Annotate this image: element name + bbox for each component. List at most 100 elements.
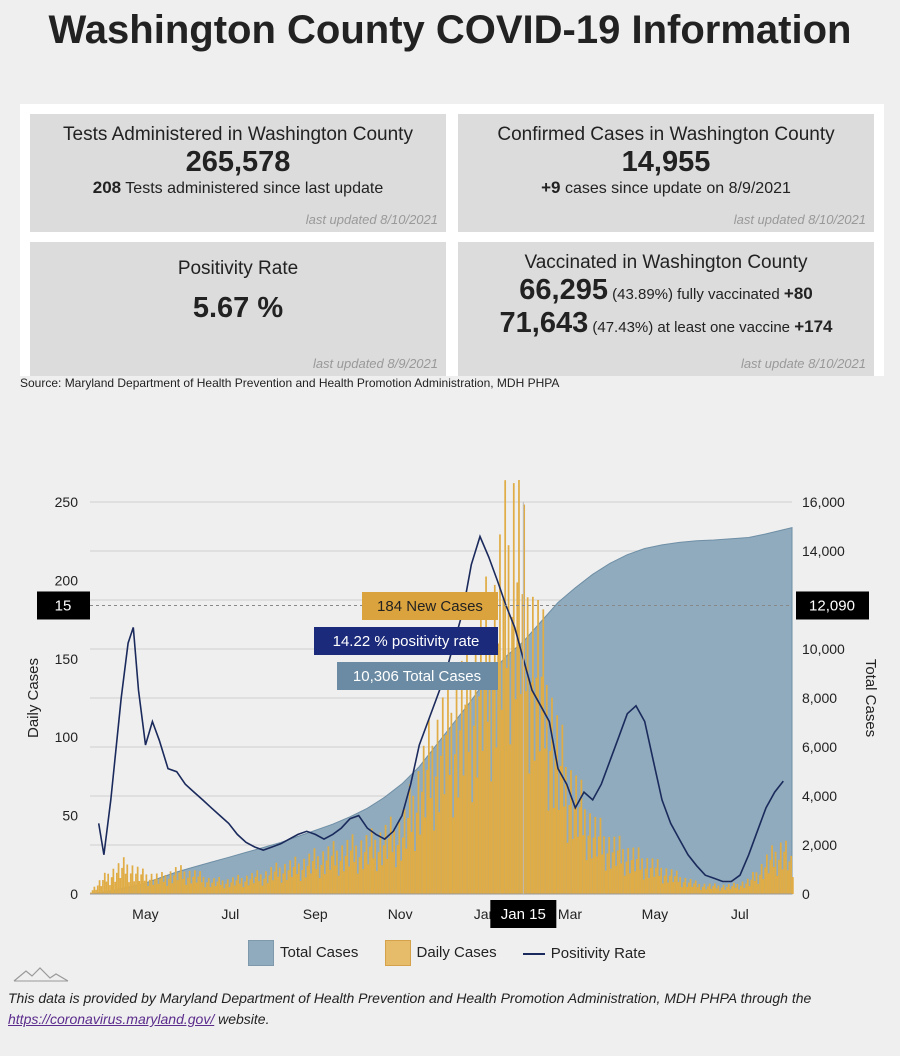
- daily-case-bar: [509, 744, 512, 894]
- daily-case-bar: [299, 881, 302, 894]
- daily-case-bar: [306, 865, 309, 894]
- daily-case-bar: [265, 871, 267, 894]
- daily-case-bar: [440, 755, 442, 894]
- daily-case-bar: [145, 874, 148, 894]
- daily-case-bar: [322, 851, 325, 894]
- one-dose-value: 71,643: [499, 307, 589, 339]
- daily-case-bar: [218, 877, 221, 894]
- daily-case-bar: [606, 853, 609, 894]
- daily-case-bar: [100, 886, 103, 894]
- covid-chart[interactable]: 0 50 100 150 200 250 0 2,000 4,000 6,000 8,000 10,0…: [0, 480, 900, 930]
- daily-case-bar: [552, 808, 555, 894]
- daily-case-bar: [329, 869, 331, 894]
- daily-case-bar: [772, 866, 775, 894]
- cases-delta: +9: [541, 178, 561, 197]
- legend-daily-label: Daily Cases: [416, 943, 497, 961]
- daily-case-bar: [443, 794, 446, 894]
- daily-case-bar: [367, 864, 370, 894]
- daily-case-bar: [421, 791, 423, 894]
- daily-case-bar: [445, 734, 448, 894]
- daily-case-bar: [578, 807, 581, 894]
- daily-case-bar: [121, 867, 123, 894]
- daily-case-bar: [715, 888, 718, 894]
- fully-vaccinated-delta: +80: [783, 284, 813, 303]
- daily-case-bar: [98, 880, 101, 894]
- daily-case-bar: [154, 879, 156, 894]
- y2-tick-label: 8,000: [802, 690, 837, 706]
- daily-case-bar: [757, 884, 760, 894]
- daily-case-bar: [417, 771, 420, 894]
- vaccinated-card-title: Vaccinated in Washington County: [524, 252, 808, 273]
- daily-case-bar: [776, 875, 779, 894]
- daily-case-bar: [490, 781, 493, 894]
- daily-case-bar: [752, 872, 754, 894]
- daily-case-bar: [646, 858, 649, 894]
- positivity-value: 5.67 %: [192, 292, 284, 324]
- daily-case-bar: [512, 483, 515, 894]
- daily-case-bar: [142, 868, 144, 894]
- daily-case-bar: [722, 884, 725, 894]
- daily-case-bar: [174, 867, 177, 894]
- daily-case-bar: [462, 775, 465, 894]
- daily-case-bar: [213, 878, 215, 894]
- daily-case-bar: [694, 880, 697, 894]
- daily-case-bar: [247, 885, 250, 894]
- daily-case-bar: [755, 872, 758, 894]
- date-marker-label: Jan 15: [501, 906, 546, 923]
- daily-case-bar: [476, 777, 479, 894]
- daily-case-bar: [653, 876, 656, 894]
- daily-case-bar: [294, 856, 297, 894]
- daily-case-bar: [698, 884, 701, 894]
- daily-case-bar: [455, 688, 458, 894]
- legend-daily-swatch: [384, 940, 411, 966]
- daily-case-bar: [194, 870, 196, 894]
- daily-case-bar: [124, 873, 127, 894]
- daily-case-bar: [296, 873, 299, 894]
- daily-case-bar: [178, 872, 181, 894]
- y-tick-label: 150: [55, 651, 79, 667]
- daily-case-bar: [625, 861, 628, 894]
- y-axis-label: Daily Cases: [25, 658, 42, 738]
- daily-case-bar: [96, 885, 99, 894]
- legend-total-cases[interactable]: Total Cases: [248, 940, 358, 966]
- daily-case-bar: [376, 871, 378, 894]
- legend-positivity-rate[interactable]: Positivity Rate: [522, 945, 646, 962]
- tests-delta: 208: [92, 178, 122, 197]
- daily-case-bar: [632, 847, 635, 894]
- daily-case-bar: [346, 839, 349, 894]
- daily-case-bar: [226, 879, 229, 894]
- daily-case-bar: [143, 880, 146, 894]
- daily-case-bar: [629, 873, 631, 894]
- daily-case-bar: [753, 880, 756, 894]
- daily-case-bar: [103, 872, 106, 894]
- daily-case-bar: [700, 889, 702, 894]
- daily-case-bar: [623, 875, 626, 894]
- daily-case-bar: [339, 860, 342, 894]
- daily-case-bar: [341, 845, 344, 894]
- daily-case-bar: [564, 767, 567, 894]
- daily-case-bar: [360, 840, 363, 894]
- daily-case-bar: [525, 691, 527, 894]
- daily-case-bar: [507, 545, 510, 894]
- coronavirus-link[interactable]: https://coronavirus.maryland.gov/: [8, 1011, 215, 1027]
- daily-case-bar: [173, 875, 175, 894]
- daily-case-bar: [204, 887, 207, 894]
- mountain-logo-icon: [13, 967, 69, 982]
- date-marker: [490, 900, 557, 928]
- daily-case-bar: [457, 797, 460, 894]
- daily-case-bar: [109, 885, 111, 894]
- x-tick-label: Mar: [558, 906, 582, 922]
- daily-case-bar: [148, 879, 151, 894]
- daily-case-bar: [584, 809, 586, 894]
- x-tick-label: Jul: [731, 906, 749, 922]
- daily-case-bar: [228, 887, 231, 894]
- one-dose-pct: (47.43%): [592, 319, 654, 336]
- daily-case-bar: [663, 875, 666, 894]
- daily-case-bar: [188, 870, 191, 894]
- daily-case-bar: [708, 883, 711, 894]
- daily-case-bar: [405, 848, 408, 894]
- daily-case-bar: [590, 858, 593, 894]
- legend-daily-cases[interactable]: Daily Cases: [384, 940, 497, 966]
- daily-case-bar: [429, 798, 432, 894]
- daily-case-bar: [353, 861, 356, 894]
